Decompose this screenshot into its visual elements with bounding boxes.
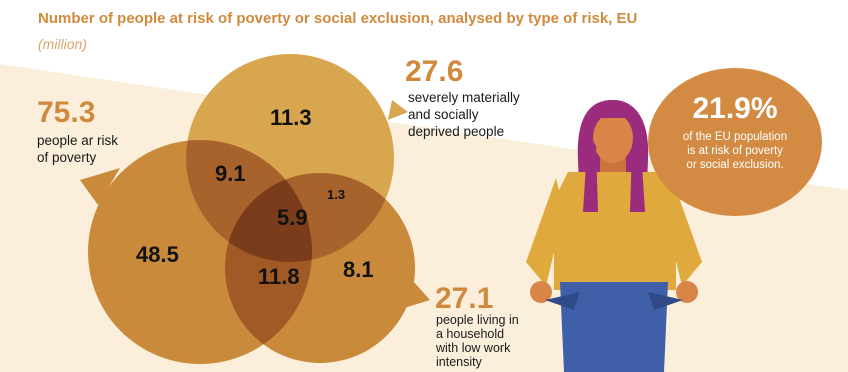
poverty-tail [80, 168, 120, 205]
eu-percentage-value: 21.9% [692, 92, 778, 125]
low-work-only-value: 8.1 [343, 257, 374, 282]
poverty-deprived-value: 9.1 [215, 161, 246, 186]
deprived-tail [388, 100, 408, 120]
eu-percentage-badge: 21.9% of the EU population is at risk of… [648, 68, 822, 216]
infographic-title: Number of people at risk of poverty or s… [38, 10, 638, 27]
low-work-description: people living in a household with low wo… [436, 313, 519, 369]
deprived-description: severely materially and socially deprive… [408, 90, 520, 139]
eu-percentage-description: of the EU population is at risk of pover… [682, 131, 788, 171]
deprived-low-work-value: 1.3 [327, 187, 346, 202]
poverty-low-work-value: 11.8 [258, 264, 300, 289]
poverty-total: 75.3 [37, 96, 96, 129]
poverty-description: people ar risk of poverty [37, 133, 119, 165]
all-three-value: 5.9 [277, 205, 308, 230]
deprived-only-value: 11.3 [270, 105, 312, 130]
infographic-subtitle: (million) [38, 36, 87, 52]
deprived-total: 27.6 [405, 55, 464, 88]
all-three-overlap [225, 173, 312, 262]
poverty-only-value: 48.5 [136, 242, 179, 267]
low-work-total: 27.1 [435, 282, 494, 315]
